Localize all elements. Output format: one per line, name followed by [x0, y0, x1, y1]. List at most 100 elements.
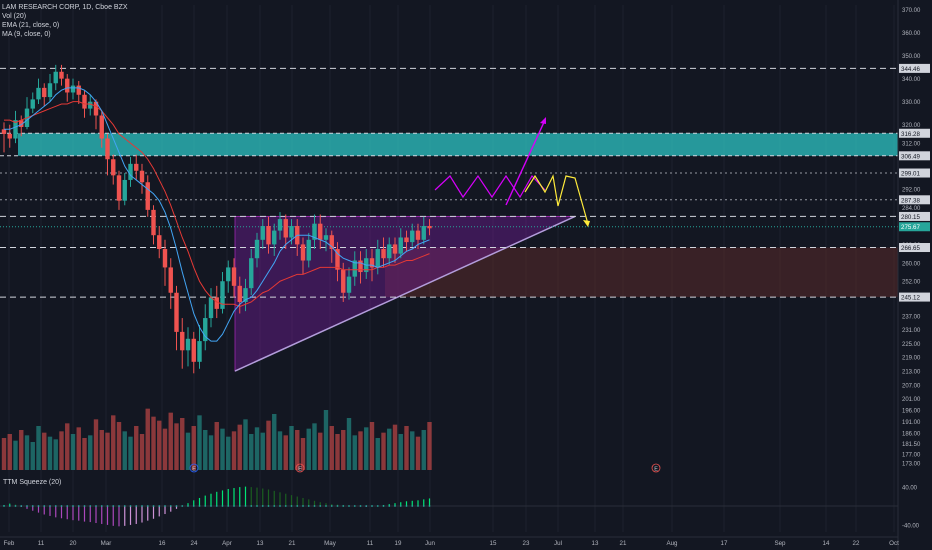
- oscillator-label[interactable]: TTM Squeeze (20): [3, 479, 62, 486]
- symbol-title[interactable]: LAM RESEARCH CORP, 1D, Cboe BZX: [2, 4, 128, 11]
- y-tick-label: 213.00: [902, 370, 921, 376]
- volume-bar: [70, 434, 76, 470]
- candle-body: [392, 244, 398, 254]
- volume-bar: [346, 418, 352, 470]
- volume-bar: [162, 428, 168, 470]
- squeeze-dot: [141, 505, 143, 507]
- volume-bar: [47, 436, 53, 470]
- squeeze-dot: [422, 505, 425, 507]
- squeeze-dot: [8, 505, 11, 507]
- volume-bar: [323, 410, 329, 470]
- squeeze-dot: [296, 505, 299, 507]
- volume-bar: [272, 414, 277, 470]
- squeeze-dot: [169, 505, 172, 507]
- candle-body: [323, 235, 329, 240]
- candle-body: [105, 138, 110, 160]
- volume-bar: [312, 423, 317, 470]
- candle-body: [128, 163, 133, 180]
- volume-bar: [387, 428, 392, 470]
- y-tick-label: 173.00: [902, 462, 921, 468]
- squeeze-dot: [394, 505, 396, 507]
- volume-bar: [226, 436, 231, 470]
- volume-bar: [151, 416, 156, 470]
- squeeze-dot: [342, 505, 345, 507]
- candle-body: [410, 230, 415, 243]
- volume-bar: [185, 432, 191, 470]
- squeeze-dot: [210, 505, 212, 507]
- y-tick-label: 201.00: [902, 397, 921, 403]
- candle-body: [65, 78, 70, 93]
- y-tick-label: 350.00: [902, 54, 921, 60]
- legend-ema[interactable]: EMA (21, close, 0): [2, 22, 60, 29]
- squeeze-dot: [371, 505, 373, 507]
- squeeze-dot: [181, 505, 184, 507]
- price-level-label: 266.65: [901, 245, 920, 252]
- legend-vol[interactable]: Vol (20): [2, 13, 27, 20]
- squeeze-dot: [244, 505, 247, 507]
- squeeze-dot: [238, 505, 241, 507]
- squeeze-dot: [112, 505, 115, 507]
- y-tick-label: 207.00: [902, 383, 921, 389]
- volume-bar: [254, 427, 260, 470]
- squeeze-dot: [43, 505, 46, 507]
- squeeze-dot: [256, 505, 258, 507]
- price-level-tag: [899, 243, 930, 253]
- x-tick-label: 13: [257, 540, 264, 547]
- y-tick-label: 330.00: [902, 100, 921, 106]
- volume-bar: [329, 426, 334, 470]
- price-axis: [898, 0, 932, 550]
- candle-body: [375, 249, 380, 268]
- volume-bar: [82, 438, 87, 470]
- oscillator-tick-label: 40.00: [902, 486, 918, 492]
- candle-body: [99, 115, 104, 139]
- squeeze-dot: [77, 505, 80, 507]
- volume-bar: [122, 431, 127, 470]
- squeeze-dot: [146, 505, 149, 507]
- squeeze-dot: [284, 505, 287, 507]
- squeeze-dot: [60, 505, 63, 507]
- candle-body: [335, 249, 340, 270]
- x-tick-label: Oct: [889, 540, 899, 547]
- squeeze-dot: [89, 505, 92, 507]
- earnings-marker: [189, 463, 199, 473]
- candle-body: [254, 239, 260, 259]
- volume-bar: [145, 408, 150, 470]
- candle-body: [358, 260, 363, 273]
- volume-bar: [36, 426, 41, 470]
- volume-bar: [249, 434, 254, 470]
- price-level-tag: [899, 195, 930, 205]
- candle-body: [352, 260, 357, 277]
- x-tick-label: 21: [289, 540, 296, 547]
- volume-bar: [116, 422, 122, 470]
- squeeze-dot: [417, 505, 419, 507]
- candle-body: [134, 163, 139, 171]
- y-tick-label: 340.00: [902, 77, 921, 83]
- volume-bar: [300, 438, 306, 470]
- volume-bar: [203, 430, 208, 470]
- chart-legend: LAM RESEARCH CORP, 1D, Cboe BZX Vol (20)…: [2, 3, 128, 39]
- volume-bar: [231, 431, 237, 470]
- volume-bar: [30, 442, 35, 470]
- candle-body: [243, 288, 248, 302]
- legend-ma[interactable]: MA (9, close, 0): [2, 31, 51, 38]
- squeeze-dot: [198, 505, 201, 507]
- squeeze-dot: [26, 505, 28, 507]
- candle-body: [116, 175, 122, 201]
- candle-body: [283, 219, 288, 238]
- candle-body: [13, 120, 18, 139]
- squeeze-dot: [164, 505, 166, 507]
- candle-body: [88, 101, 93, 109]
- squeeze-dot: [215, 505, 218, 507]
- candle-body: [272, 230, 277, 245]
- candle-body: [76, 85, 81, 95]
- candle-body: [398, 237, 403, 254]
- candle-body: [157, 235, 162, 250]
- volume-bar: [59, 431, 64, 470]
- squeeze-dot: [382, 505, 385, 507]
- volume-bar: [93, 419, 99, 470]
- candle-body: [208, 297, 214, 319]
- squeeze-dot: [95, 505, 97, 507]
- candle-body: [226, 267, 231, 282]
- volume-bar: [24, 435, 30, 470]
